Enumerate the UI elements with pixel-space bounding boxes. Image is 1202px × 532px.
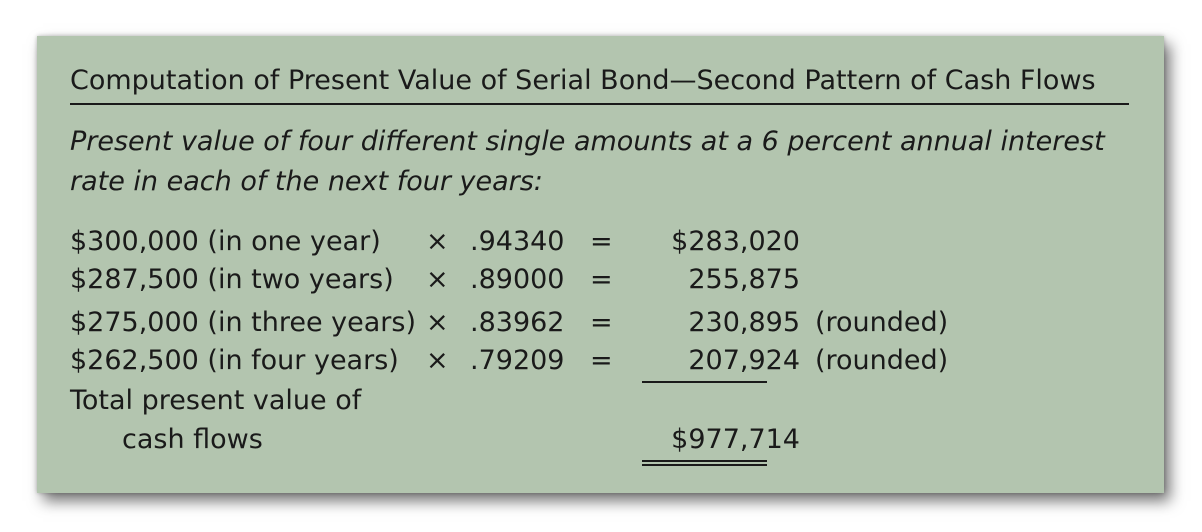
row-description: $275,000 (in three years) (70, 307, 416, 338)
equals-sign: = (590, 264, 613, 295)
pv-factor: .89000 (470, 264, 565, 295)
present-value: 255,875 (688, 264, 800, 295)
row-note: (rounded) (815, 345, 949, 376)
equals-sign: = (590, 307, 613, 338)
row-description: $300,000 (in one year) (70, 226, 381, 257)
multiply-sign: × (426, 264, 449, 295)
table-subtitle: Present value of four different single a… (70, 126, 1105, 197)
row-note: (rounded) (815, 307, 949, 338)
row-description: $262,500 (in four years) (70, 345, 399, 376)
double-underline (642, 460, 767, 466)
table-title: Computation of Present Value of Serial B… (70, 59, 1129, 105)
multiply-sign: × (426, 345, 449, 376)
computation-table-card: Computation of Present Value of Serial B… (37, 36, 1164, 493)
present-value: 230,895 (688, 307, 800, 338)
present-value: $283,020 (671, 226, 800, 257)
row-description: $287,500 (in two years) (70, 264, 394, 295)
total-label-continued: cash flows (122, 424, 263, 455)
total-label: Total present value of (70, 385, 362, 416)
equals-sign: = (590, 226, 613, 257)
total-value: $977,714 (671, 424, 800, 455)
equals-sign: = (590, 345, 613, 376)
pv-factor: .83962 (470, 307, 565, 338)
multiply-sign: × (426, 226, 449, 257)
pv-factor: .79209 (470, 345, 565, 376)
subtotal-rule (642, 381, 767, 383)
pv-factor: .94340 (470, 226, 565, 257)
multiply-sign: × (426, 307, 449, 338)
present-value: 207,924 (688, 345, 800, 376)
